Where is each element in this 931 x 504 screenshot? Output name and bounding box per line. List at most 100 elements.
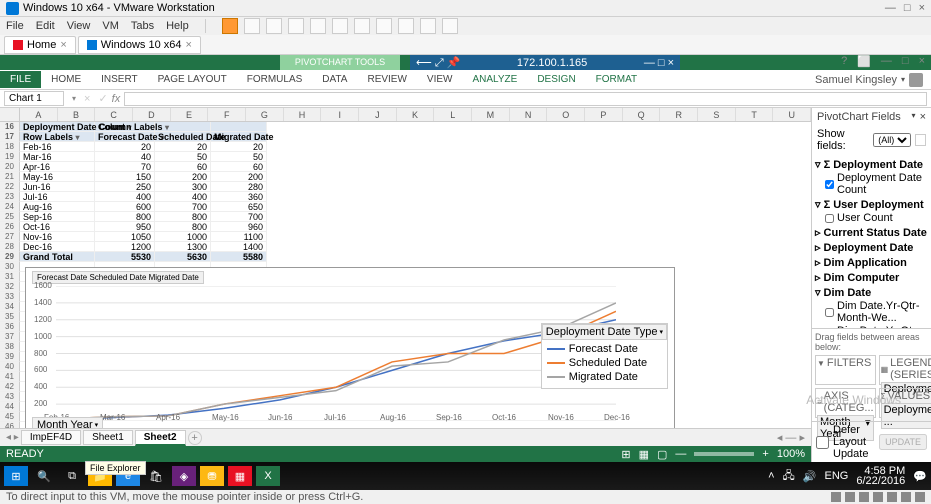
col-header[interactable]: U — [773, 108, 811, 121]
ribbon-format[interactable]: FORMAT — [586, 71, 647, 88]
name-box[interactable] — [4, 91, 64, 106]
chart-axis-button[interactable]: Month Year▾ — [32, 417, 103, 428]
visual-studio-icon[interactable]: ◈ — [172, 466, 196, 486]
area-filters[interactable]: ▼ FILTERS — [815, 355, 876, 385]
tb-btn[interactable] — [420, 18, 436, 34]
vm-tab-win10[interactable]: Windows 10 x64× — [78, 36, 201, 54]
notifications-icon[interactable]: 💬 — [913, 470, 927, 483]
pane-dropdown-icon[interactable]: ▾ — [912, 111, 916, 123]
col-header[interactable]: B — [58, 108, 96, 121]
add-sheet-button[interactable]: + — [188, 431, 202, 445]
col-header[interactable]: D — [133, 108, 171, 121]
tb-btn[interactable] — [266, 18, 282, 34]
tb-btn[interactable] — [442, 18, 458, 34]
col-header[interactable]: A — [20, 108, 58, 121]
close-tab-icon[interactable]: × — [186, 39, 192, 51]
ribbon-formulas[interactable]: FORMULAS — [237, 71, 313, 88]
menu-edit[interactable]: Edit — [36, 20, 55, 32]
sheet-tab[interactable]: Sheet1 — [83, 430, 133, 445]
view-icon[interactable]: ▦ — [639, 448, 649, 461]
area-values[interactable]: Σ VALUESDeployment ...▾ — [879, 388, 931, 418]
area-axis[interactable]: ≡ AXIS (CATEG...Month Year▾ — [815, 388, 876, 418]
update-button[interactable]: UPDATE — [879, 434, 927, 450]
sql-icon[interactable]: ⛃ — [200, 466, 224, 486]
app-icon[interactable]: ▦ — [228, 466, 252, 486]
min-icon[interactable]: — — [885, 2, 896, 14]
view-icon[interactable]: ▢ — [657, 448, 667, 461]
task-view-icon[interactable]: ⧉ — [60, 466, 84, 486]
defer-checkbox[interactable] — [816, 436, 829, 449]
tb-btn[interactable] — [376, 18, 392, 34]
ribbon-file[interactable]: FILE — [0, 71, 41, 88]
ribbon-insert[interactable]: INSERT — [91, 71, 148, 88]
col-header[interactable]: I — [321, 108, 359, 121]
ribbon-review[interactable]: REVIEW — [357, 71, 416, 88]
col-header[interactable]: O — [547, 108, 585, 121]
col-header[interactable]: K — [397, 108, 435, 121]
col-header[interactable]: P — [585, 108, 623, 121]
ribbon-design[interactable]: DESIGN — [527, 71, 585, 88]
ribbon-analyze[interactable]: ANALYZE — [462, 71, 527, 88]
remote-bar[interactable]: ⟵ ⤢ 📌172.100.1.165— □ × — [410, 55, 680, 70]
menu-help[interactable]: Help — [166, 20, 189, 32]
close-tab-icon[interactable]: × — [60, 39, 66, 51]
sheet-nav[interactable]: ◂ ▸ — [6, 432, 19, 443]
network-icon[interactable]: 🖧 — [783, 467, 795, 486]
col-header[interactable]: J — [359, 108, 397, 121]
sheet-tab[interactable]: ImpEF4D — [21, 430, 81, 445]
menu-file[interactable]: File — [6, 20, 24, 32]
tb-btn[interactable] — [332, 18, 348, 34]
tb-btn[interactable] — [310, 18, 326, 34]
excel-window-controls[interactable]: ?⬜—□× — [835, 55, 931, 68]
search-icon[interactable]: 🔍 — [32, 466, 56, 486]
ribbon-data[interactable]: DATA — [312, 71, 357, 88]
col-header[interactable]: F — [208, 108, 246, 121]
field-list[interactable]: ▿ Σ Deployment DateDeployment Date Count… — [812, 154, 931, 328]
store-icon[interactable]: 🛍 — [144, 466, 168, 486]
chart-legend[interactable]: Deployment Date Type▾ Forecast DateSched… — [541, 323, 668, 389]
col-header[interactable]: L — [434, 108, 472, 121]
grid[interactable]: 16Deployment Date Count ▾Column Labels ▾… — [0, 122, 811, 428]
col-header[interactable]: H — [284, 108, 322, 121]
tb-btn[interactable] — [398, 18, 414, 34]
lang-label[interactable]: ENG — [825, 470, 849, 482]
vm-tab-home[interactable]: Home× — [4, 36, 76, 54]
ribbon-home[interactable]: HOME — [41, 71, 91, 88]
user-label[interactable]: Samuel Kingsley▾ — [815, 73, 931, 87]
col-header[interactable]: S — [698, 108, 736, 121]
fx-icon[interactable]: fx — [112, 93, 124, 105]
menu-vm[interactable]: VM — [102, 20, 119, 32]
area-legend[interactable]: ▦ LEGEND (SERIES)Deployment ...▾ — [879, 355, 931, 385]
show-fields-select[interactable]: (All) — [873, 133, 911, 147]
start-button[interactable]: ⊞ — [4, 466, 28, 486]
col-header[interactable]: M — [472, 108, 510, 121]
tray-up-icon[interactable]: ˄ — [768, 470, 774, 482]
col-header[interactable]: R — [660, 108, 698, 121]
sheet-tab[interactable]: Sheet2 — [135, 430, 186, 446]
formula-input[interactable] — [124, 92, 927, 106]
menu-view[interactable]: View — [67, 20, 91, 32]
pivot-chart[interactable]: Forecast Date Scheduled Date Migrated Da… — [25, 267, 675, 428]
max-icon[interactable]: □ — [904, 2, 911, 14]
col-header[interactable]: G — [246, 108, 284, 121]
ribbon-view[interactable]: VIEW — [417, 71, 463, 88]
close-icon[interactable]: × — [919, 2, 925, 14]
col-header[interactable]: T — [736, 108, 774, 121]
tb-btn[interactable] — [222, 18, 238, 34]
col-header[interactable]: C — [95, 108, 133, 121]
tb-btn[interactable] — [288, 18, 304, 34]
tb-btn[interactable] — [354, 18, 370, 34]
view-icon[interactable]: ⊞ — [621, 448, 630, 461]
volume-icon[interactable]: 🔊 — [803, 470, 817, 483]
tb-btn[interactable] — [244, 18, 260, 34]
ribbon-pagelayout[interactable]: PAGE LAYOUT — [148, 71, 237, 88]
menu-tabs[interactable]: Tabs — [131, 20, 154, 32]
chart-field-buttons[interactable]: Forecast Date Scheduled Date Migrated Da… — [32, 271, 204, 284]
pane-close-icon[interactable]: × — [920, 111, 926, 123]
excel-icon[interactable]: X — [256, 466, 280, 486]
gear-icon[interactable] — [915, 134, 926, 146]
col-header[interactable]: N — [510, 108, 548, 121]
col-header[interactable]: Q — [623, 108, 661, 121]
col-header[interactable]: E — [171, 108, 209, 121]
zoom-label[interactable]: 100% — [777, 448, 805, 460]
